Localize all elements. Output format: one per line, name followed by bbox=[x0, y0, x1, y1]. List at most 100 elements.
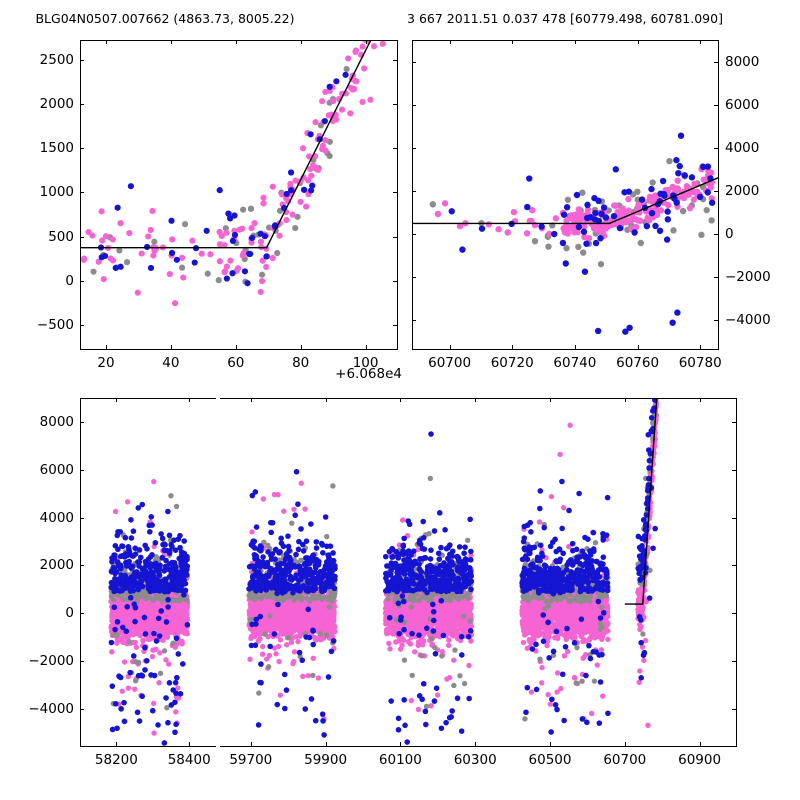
y-tick-mark-right bbox=[714, 104, 718, 106]
x-tick-mark-top bbox=[574, 40, 576, 44]
y-tick-mark bbox=[80, 325, 84, 327]
x-tick-mark-top bbox=[637, 40, 639, 44]
y-tick-mark bbox=[80, 517, 84, 519]
y-tick-mark bbox=[412, 319, 416, 321]
x-tick-label: 60700 bbox=[428, 355, 472, 371]
y-tick-mark-right bbox=[393, 59, 397, 61]
x-tick-mark-top bbox=[250, 398, 252, 402]
panel-full[interactable]: 58200 58400 59700 59900 60100 60300 60500 60700… bbox=[28, 396, 737, 768]
titles-row: BLG04N0507.007662 (4863.73, 8005.22) 3 6… bbox=[0, 11, 800, 31]
y-tick-label: 2000 bbox=[725, 182, 760, 199]
y-tick-mark bbox=[80, 613, 84, 615]
y-tick-mark-right bbox=[714, 190, 718, 192]
y-tick-mark bbox=[412, 190, 416, 192]
y-tick-mark-right bbox=[393, 325, 397, 327]
x-tick-label: 58200 bbox=[94, 752, 138, 768]
panel-zoom-left-canvas bbox=[80, 40, 386, 307]
y-tick-mark-right bbox=[393, 103, 397, 105]
y-tick-mark bbox=[412, 61, 416, 63]
panel-zoom-left-x-offset-label: +6.068e4 bbox=[335, 366, 402, 382]
x-tick-mark bbox=[475, 742, 477, 746]
x-tick-label: 59700 bbox=[229, 752, 273, 768]
x-tick-label: 60700 bbox=[603, 752, 647, 768]
x-tick-label: 40 bbox=[162, 355, 180, 371]
y-tick-label: 1000 bbox=[39, 184, 74, 201]
x-tick-mark bbox=[699, 742, 701, 746]
x-tick-mark bbox=[574, 345, 576, 349]
x-tick-label: 60760 bbox=[616, 355, 660, 371]
y-tick-mark bbox=[80, 192, 84, 194]
x-tick-mark-top bbox=[106, 40, 107, 44]
x-tick-label: 60720 bbox=[490, 355, 534, 371]
y-tick-mark bbox=[80, 421, 84, 423]
x-tick-label: 60 bbox=[227, 355, 245, 371]
x-tick-mark bbox=[512, 345, 514, 349]
y-tick-mark bbox=[80, 103, 84, 105]
x-tick-label: 60740 bbox=[553, 355, 597, 371]
x-tick-label: 60100 bbox=[378, 752, 422, 768]
y-tick-mark-right bbox=[732, 613, 736, 615]
y-tick-label: −500 bbox=[36, 317, 74, 334]
x-tick-mark bbox=[365, 345, 367, 349]
y-tick-mark-right bbox=[714, 319, 718, 321]
y-tick-mark bbox=[80, 280, 84, 282]
y-tick-mark bbox=[412, 147, 416, 149]
x-tick-mark bbox=[624, 742, 626, 746]
y-tick-label: 500 bbox=[48, 228, 74, 245]
y-tick-mark-right bbox=[714, 276, 718, 278]
x-tick-mark-top bbox=[325, 398, 327, 402]
panel-full-canvas bbox=[108, 398, 660, 746]
y-tick-mark bbox=[80, 708, 84, 710]
x-tick-label: 60780 bbox=[678, 355, 722, 371]
x-tick-mark-top bbox=[699, 398, 701, 402]
panel-zoom-right[interactable]: 60700 60720 60740 60760 60780 −4000 −2000 0 2000… bbox=[412, 40, 771, 371]
panel-zoom-left[interactable]: 20 40 60 80 100 −500 0 500 1000 1500 2000 2500 +6.0… bbox=[37, 40, 402, 382]
y-tick-label: −2000 bbox=[28, 652, 74, 669]
x-tick-mark bbox=[637, 345, 639, 349]
y-tick-label: 0 bbox=[65, 605, 74, 622]
y-tick-mark bbox=[412, 233, 416, 235]
y-tick-label: 8000 bbox=[725, 53, 760, 70]
y-tick-mark-right bbox=[714, 233, 718, 235]
y-tick-mark bbox=[412, 104, 416, 106]
y-tick-mark bbox=[80, 565, 84, 567]
x-tick-label: 60500 bbox=[528, 752, 572, 768]
x-tick-label: 100 bbox=[352, 355, 379, 371]
x-tick-mark bbox=[170, 345, 172, 349]
x-tick-mark-top bbox=[449, 40, 451, 44]
x-tick-mark-top bbox=[116, 398, 118, 402]
y-tick-label: 8000 bbox=[39, 413, 74, 430]
x-tick-mark bbox=[250, 742, 252, 746]
y-tick-label: −4000 bbox=[28, 700, 74, 717]
panel-zoom-left-title: BLG04N0507.007662 (4863.73, 8005.22) bbox=[35, 11, 295, 26]
y-tick-mark-right bbox=[714, 61, 718, 63]
x-tick-mark-top bbox=[700, 40, 702, 44]
y-tick-mark bbox=[412, 276, 416, 278]
y-tick-mark-right bbox=[732, 517, 736, 519]
y-tick-label: 6000 bbox=[725, 96, 760, 113]
y-tick-mark-right bbox=[732, 708, 736, 710]
y-tick-mark bbox=[80, 236, 84, 238]
panel-zoom-right-canvas bbox=[412, 132, 719, 335]
x-tick-mark bbox=[325, 742, 327, 746]
x-tick-mark bbox=[700, 345, 702, 349]
y-tick-mark-right bbox=[732, 565, 736, 567]
x-tick-mark bbox=[189, 742, 191, 746]
x-tick-label: 20 bbox=[97, 355, 115, 371]
y-tick-label: 4000 bbox=[725, 139, 760, 156]
y-tick-mark-right bbox=[393, 192, 397, 194]
y-tick-mark-right bbox=[714, 147, 718, 149]
y-tick-mark-right bbox=[393, 236, 397, 238]
y-tick-mark bbox=[80, 59, 84, 61]
y-tick-label: 2500 bbox=[39, 51, 74, 68]
x-tick-mark bbox=[550, 742, 551, 746]
y-tick-label: 0 bbox=[725, 225, 734, 242]
x-tick-mark bbox=[449, 345, 451, 349]
x-tick-mark-top bbox=[170, 40, 172, 44]
y-tick-label: 6000 bbox=[39, 461, 74, 478]
panel-zoom-right-title: 3 667 2011.51 0.037 478 [60779.498, 6078… bbox=[407, 11, 723, 26]
y-tick-mark-right bbox=[393, 148, 397, 150]
y-tick-label: −2000 bbox=[725, 268, 771, 285]
x-tick-label: 60900 bbox=[678, 752, 722, 768]
panel-full-axis-break bbox=[215, 396, 220, 749]
